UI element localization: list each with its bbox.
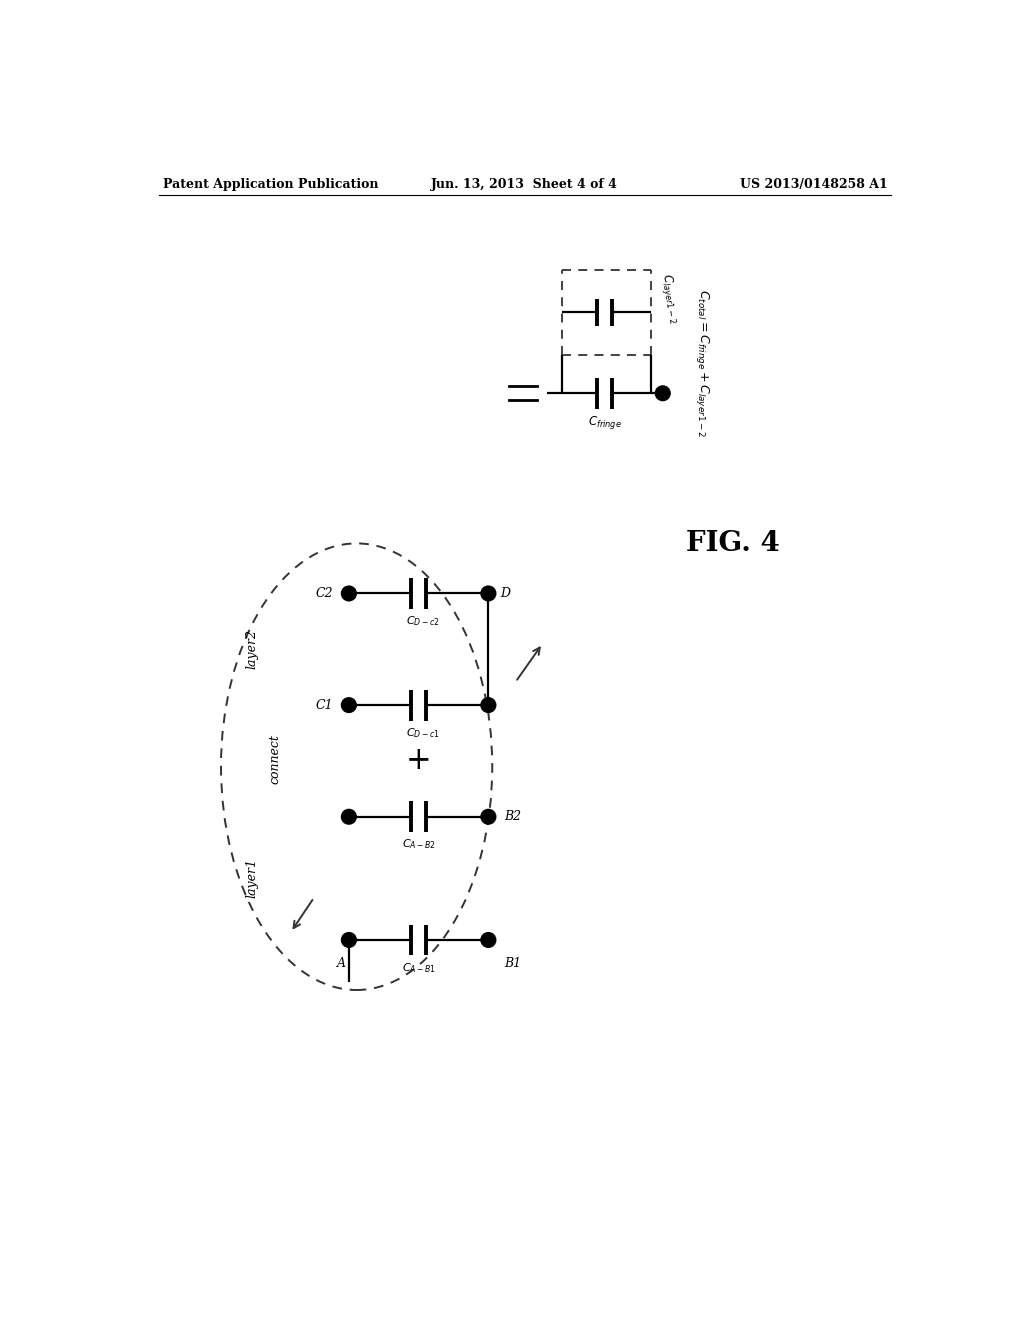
Text: $C_{D-c1}$: $C_{D-c1}$ — [406, 726, 439, 739]
Text: $C_{total} = C_{fringe} + C_{layer1-2}$: $C_{total} = C_{fringe} + C_{layer1-2}$ — [693, 289, 711, 437]
Text: FIG. 4: FIG. 4 — [686, 529, 779, 557]
Text: US 2013/0148258 A1: US 2013/0148258 A1 — [739, 178, 888, 190]
Circle shape — [481, 698, 496, 711]
Text: C1: C1 — [315, 698, 334, 711]
Text: $C_{D-c2}$: $C_{D-c2}$ — [406, 614, 439, 628]
Text: C2: C2 — [315, 587, 334, 601]
Text: B2: B2 — [504, 810, 521, 824]
Circle shape — [481, 933, 496, 946]
Circle shape — [481, 810, 496, 824]
Circle shape — [342, 933, 356, 946]
Circle shape — [655, 387, 670, 400]
Text: Jun. 13, 2013  Sheet 4 of 4: Jun. 13, 2013 Sheet 4 of 4 — [431, 178, 618, 190]
Text: layer1: layer1 — [246, 858, 258, 899]
Text: connect: connect — [268, 734, 282, 784]
Text: D: D — [500, 587, 510, 601]
Text: B1: B1 — [504, 957, 521, 970]
Text: $C_{layer1-2}$: $C_{layer1-2}$ — [656, 272, 682, 325]
Text: $C_{A-B2}$: $C_{A-B2}$ — [401, 838, 435, 851]
Text: +: + — [406, 746, 431, 776]
Circle shape — [342, 810, 356, 824]
Text: $C_{fringe}$: $C_{fringe}$ — [588, 414, 622, 432]
Text: Patent Application Publication: Patent Application Publication — [163, 178, 379, 190]
Circle shape — [481, 586, 496, 601]
Circle shape — [342, 698, 356, 711]
Text: $C_{A-B1}$: $C_{A-B1}$ — [401, 961, 436, 974]
Circle shape — [342, 586, 356, 601]
Text: A: A — [337, 957, 346, 970]
Text: layer2: layer2 — [246, 630, 258, 669]
